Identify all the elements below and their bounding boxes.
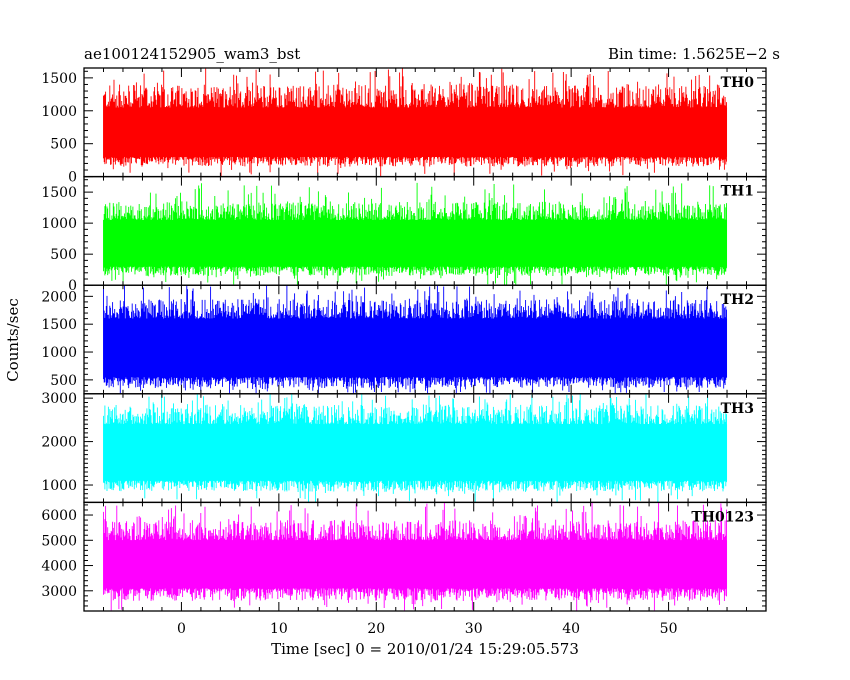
panel-th1: 0 500 1000 1500 TH1 [41, 175, 767, 294]
y-tick-label-th0123-4000: 4000 [41, 559, 77, 575]
x-tick-label-0: 0 [177, 621, 186, 637]
y-tick-label-th3-3000: 3000 [41, 391, 77, 407]
panel-label-th0123: TH0123 [691, 509, 754, 525]
panel-label-th0: TH0 [721, 75, 755, 91]
x-tick-label-40: 40 [562, 621, 580, 637]
y-tick-label-th0-500: 500 [50, 137, 77, 153]
y-tick-label-th2-500: 500 [50, 373, 77, 389]
y-tick-label-th0123-3000: 3000 [41, 584, 77, 600]
series-trace-th0 [103, 68, 727, 177]
panel-label-th3: TH3 [721, 401, 754, 417]
x-tick-label-50: 50 [660, 621, 678, 637]
chart-title: ae100124152905_wam3_bst [84, 45, 300, 63]
panel-th3: 1000 2000 3000 TH3 [41, 391, 767, 504]
x-tick-label-10: 10 [270, 621, 288, 637]
y-tick-label-th0-1000: 1000 [41, 104, 77, 120]
x-tick-label-30: 30 [465, 621, 483, 637]
y-tick-label-th2-1500: 1500 [41, 317, 77, 333]
y-tick-label-th0123-6000: 6000 [41, 508, 77, 524]
series-trace-th3 [103, 393, 727, 503]
y-tick-label-th1-1000: 1000 [41, 216, 77, 232]
y-tick-label-th1-0: 0 [68, 278, 77, 294]
panel-label-th2: TH2 [721, 292, 754, 308]
y-tick-label-th3-1000: 1000 [41, 478, 77, 494]
bin-time-label: Bin time: 1.5625E−2 s [608, 45, 780, 63]
panel-th2: 500 1000 1500 2000 TH2 [41, 284, 767, 395]
y-tick-label-th1-500: 500 [50, 247, 77, 263]
y-tick-label-th0123-5000: 5000 [41, 533, 77, 549]
y-axis-label: Counts/sec [4, 298, 22, 382]
y-tick-label-th0-1500: 1500 [41, 71, 77, 87]
panel-th0: 0 500 1000 1500 TH0 [41, 67, 767, 186]
y-tick-label-th0-0: 0 [68, 170, 77, 186]
panel-frame-th0123 [83, 501, 767, 612]
y-tick-label-th1-1500: 1500 [41, 185, 77, 201]
series-trace-th2 [103, 285, 727, 394]
panel-label-th1: TH1 [721, 184, 754, 200]
x-axis-label: Time [sec] 0 = 2010/01/24 15:29:05.573 [271, 640, 579, 658]
y-tick-label-th3-2000: 2000 [41, 435, 77, 451]
y-tick-label-th2-1000: 1000 [41, 345, 77, 361]
series-trace-th1 [103, 182, 727, 285]
x-tick-label-20: 20 [367, 621, 385, 637]
panel-th0123: 3000 4000 5000 6000 TH0123 [41, 501, 767, 612]
series-trace-th0123 [103, 502, 727, 611]
y-tick-label-th2-2000: 2000 [41, 289, 77, 305]
